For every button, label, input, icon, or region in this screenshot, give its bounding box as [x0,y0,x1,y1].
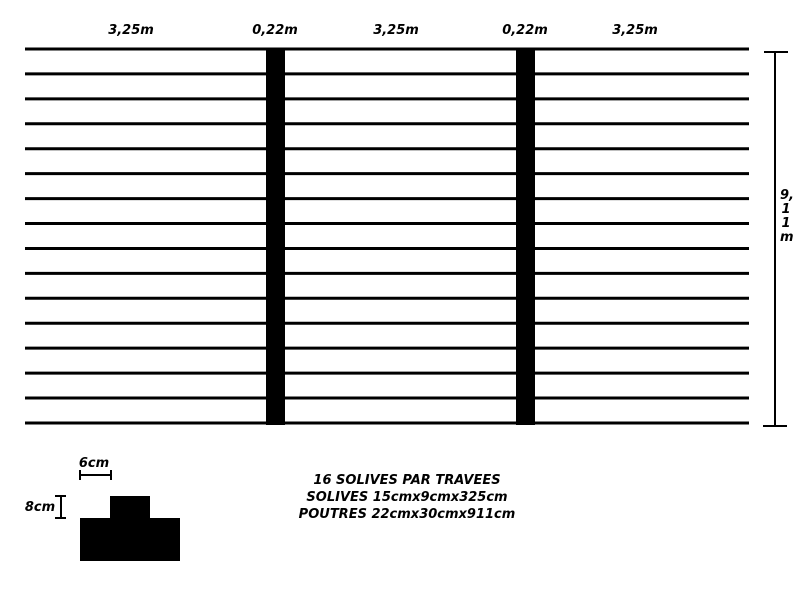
joist-beam-cross-section [80,496,180,561]
beam-2-label: 0,22m [502,23,548,38]
notes: 16 SOLIVES PAR TRAVEES SOLIVES 15cmx9cmx… [299,472,516,523]
span-2-label: 3,25m [373,23,419,38]
note-joist-count: 16 SOLIVES PAR TRAVEES [313,473,501,488]
section-width-dimension [79,470,112,480]
section-height-dimension [55,495,66,519]
beam-1-label: 0,22m [252,23,298,38]
height-dimension-line [763,51,788,427]
section-height-label: 8cm [24,500,56,515]
joists [25,47,749,425]
height-label: 9,11m [780,188,794,245]
beam-2 [516,50,535,425]
span-1-label: 3,25m [108,23,154,38]
note-beam-size: POUTRES 22cmx30cmx911cm [298,507,516,522]
section-width-label: 6cm [78,456,110,471]
note-joist-size: SOLIVES 15cmx9cmx325cm [306,490,508,505]
span-3-label: 3,25m [612,23,658,38]
beam-1 [266,50,285,425]
